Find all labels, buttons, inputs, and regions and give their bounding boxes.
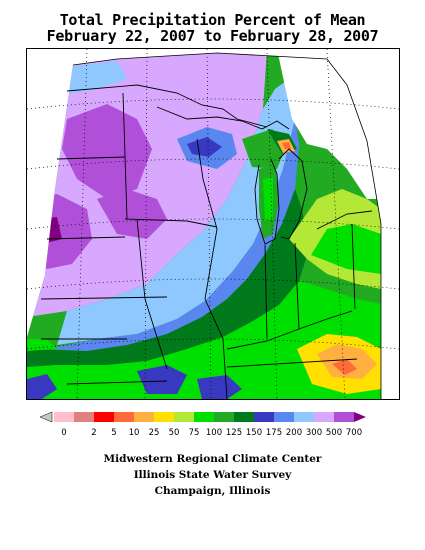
legend-label: 500 [326, 428, 342, 438]
color-legend: 0 2 5 10 25 50 75 100 125 150 175 200 300 500 700 [40, 411, 366, 438]
legend-swatch [294, 412, 314, 422]
legend-swatch [334, 412, 354, 422]
credit-center: Midwestern Regional Climate Center [103, 453, 322, 465]
legend-label: 75 [189, 428, 200, 438]
legend-swatch [54, 412, 74, 422]
legend-label: 0 [61, 428, 66, 438]
legend-label: 700 [346, 428, 362, 438]
precipitation-field [27, 53, 381, 399]
legend-swatch [254, 412, 274, 422]
state-borders [40, 84, 373, 399]
legend-low-arrow [40, 411, 53, 423]
legend-swatch [314, 412, 334, 422]
legend-label: 2 [91, 428, 96, 438]
legend-label: 200 [286, 428, 302, 438]
legend-swatch [214, 412, 234, 422]
legend-label: 150 [246, 428, 262, 438]
legend-swatch [94, 412, 114, 422]
legend-swatch [274, 412, 294, 422]
legend-swatch [174, 412, 194, 422]
credit-survey: Illinois State Water Survey [133, 469, 292, 481]
legend-label: 125 [226, 428, 242, 438]
legend-high-arrow [354, 412, 366, 422]
legend-label: 300 [306, 428, 322, 438]
credit-location: Champaign, Illinois [154, 485, 271, 497]
legend-swatch [134, 412, 154, 422]
legend-swatch [194, 412, 214, 422]
legend-label: 10 [129, 428, 140, 438]
legend-swatch [154, 412, 174, 422]
lat-lon-grid [27, 49, 399, 399]
legend-swatch [74, 412, 94, 422]
legend-label: 25 [149, 428, 160, 438]
legend-swatch [114, 412, 134, 422]
legend-label: 100 [206, 428, 222, 438]
legend-swatch [234, 412, 254, 422]
map-date-range: February 22, 2007 to February 28, 2007 [46, 27, 379, 45]
legend-label: 175 [266, 428, 282, 438]
legend-label: 50 [169, 428, 180, 438]
map-title: Total Precipitation Percent of Mean [59, 11, 366, 29]
precipitation-map [26, 48, 400, 400]
legend-label: 5 [111, 428, 116, 438]
